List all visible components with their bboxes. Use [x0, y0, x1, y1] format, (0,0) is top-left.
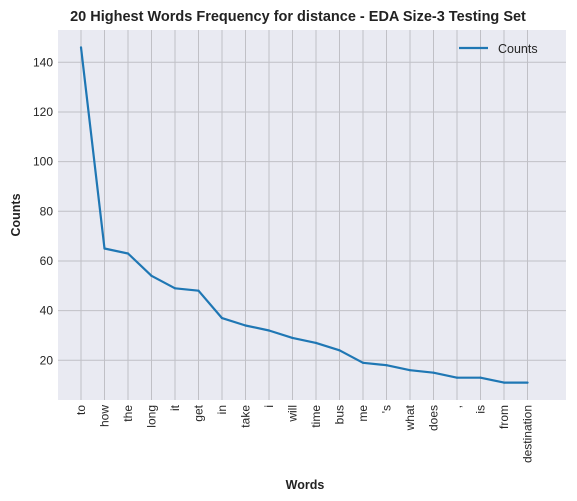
data-point	[291, 337, 293, 339]
x-tick-label: how	[98, 405, 112, 427]
data-point	[338, 349, 340, 351]
x-tick-label: long	[145, 405, 159, 428]
data-point	[197, 290, 199, 292]
data-point	[268, 329, 270, 331]
x-tick-label: the	[121, 405, 135, 422]
x-tick-label: what	[403, 404, 417, 431]
x-tick-label: me	[356, 405, 370, 422]
x-tick-label: from	[497, 405, 511, 429]
data-point	[526, 382, 528, 384]
data-point	[432, 372, 434, 374]
y-tick-label: 100	[33, 155, 53, 169]
data-point	[456, 377, 458, 379]
x-tick-label: does	[427, 405, 441, 431]
x-tick-label: will	[286, 405, 300, 423]
x-tick-label: take	[239, 405, 253, 428]
data-point	[174, 287, 176, 289]
data-point	[503, 382, 505, 384]
data-point	[385, 364, 387, 366]
x-tick-label: to	[74, 405, 88, 415]
x-tick-label: is	[474, 405, 488, 414]
data-point	[409, 369, 411, 371]
x-tick-label: ,	[450, 405, 464, 408]
data-point	[127, 252, 129, 254]
data-point	[103, 247, 105, 249]
x-tick-label: destination	[521, 405, 535, 463]
y-tick-labels: 20 40 60 80 100 120 140	[33, 55, 53, 367]
legend-label-counts: Counts	[498, 42, 538, 56]
x-tick-label: it	[168, 404, 182, 411]
x-tick-labels: to how the long it get in take i will time bus me 's w…	[74, 404, 535, 463]
chart-title: 20 Highest Words Frequency for distance …	[70, 9, 526, 25]
y-tick-label: 80	[40, 204, 54, 218]
x-tick-label: time	[309, 405, 323, 428]
plot-area	[58, 30, 566, 400]
x-tick-label: in	[215, 405, 229, 414]
y-tick-label: 20	[40, 353, 54, 367]
data-point	[221, 317, 223, 319]
y-tick-label: 140	[33, 55, 53, 69]
y-tick-label: 120	[33, 105, 53, 119]
data-point	[80, 46, 82, 48]
data-point	[244, 324, 246, 326]
x-tick-label: 's	[380, 405, 394, 413]
x-axis-label: Words	[286, 478, 325, 492]
x-tick-label: get	[192, 404, 206, 421]
data-point	[315, 342, 317, 344]
y-axis-label: Counts	[9, 193, 23, 236]
y-tick-label: 40	[40, 304, 54, 318]
data-point	[479, 377, 481, 379]
y-tick-label: 60	[40, 254, 54, 268]
data-point	[150, 275, 152, 277]
x-tick-label: i	[262, 405, 276, 408]
x-tick-label: bus	[333, 405, 347, 424]
data-point	[362, 362, 364, 364]
